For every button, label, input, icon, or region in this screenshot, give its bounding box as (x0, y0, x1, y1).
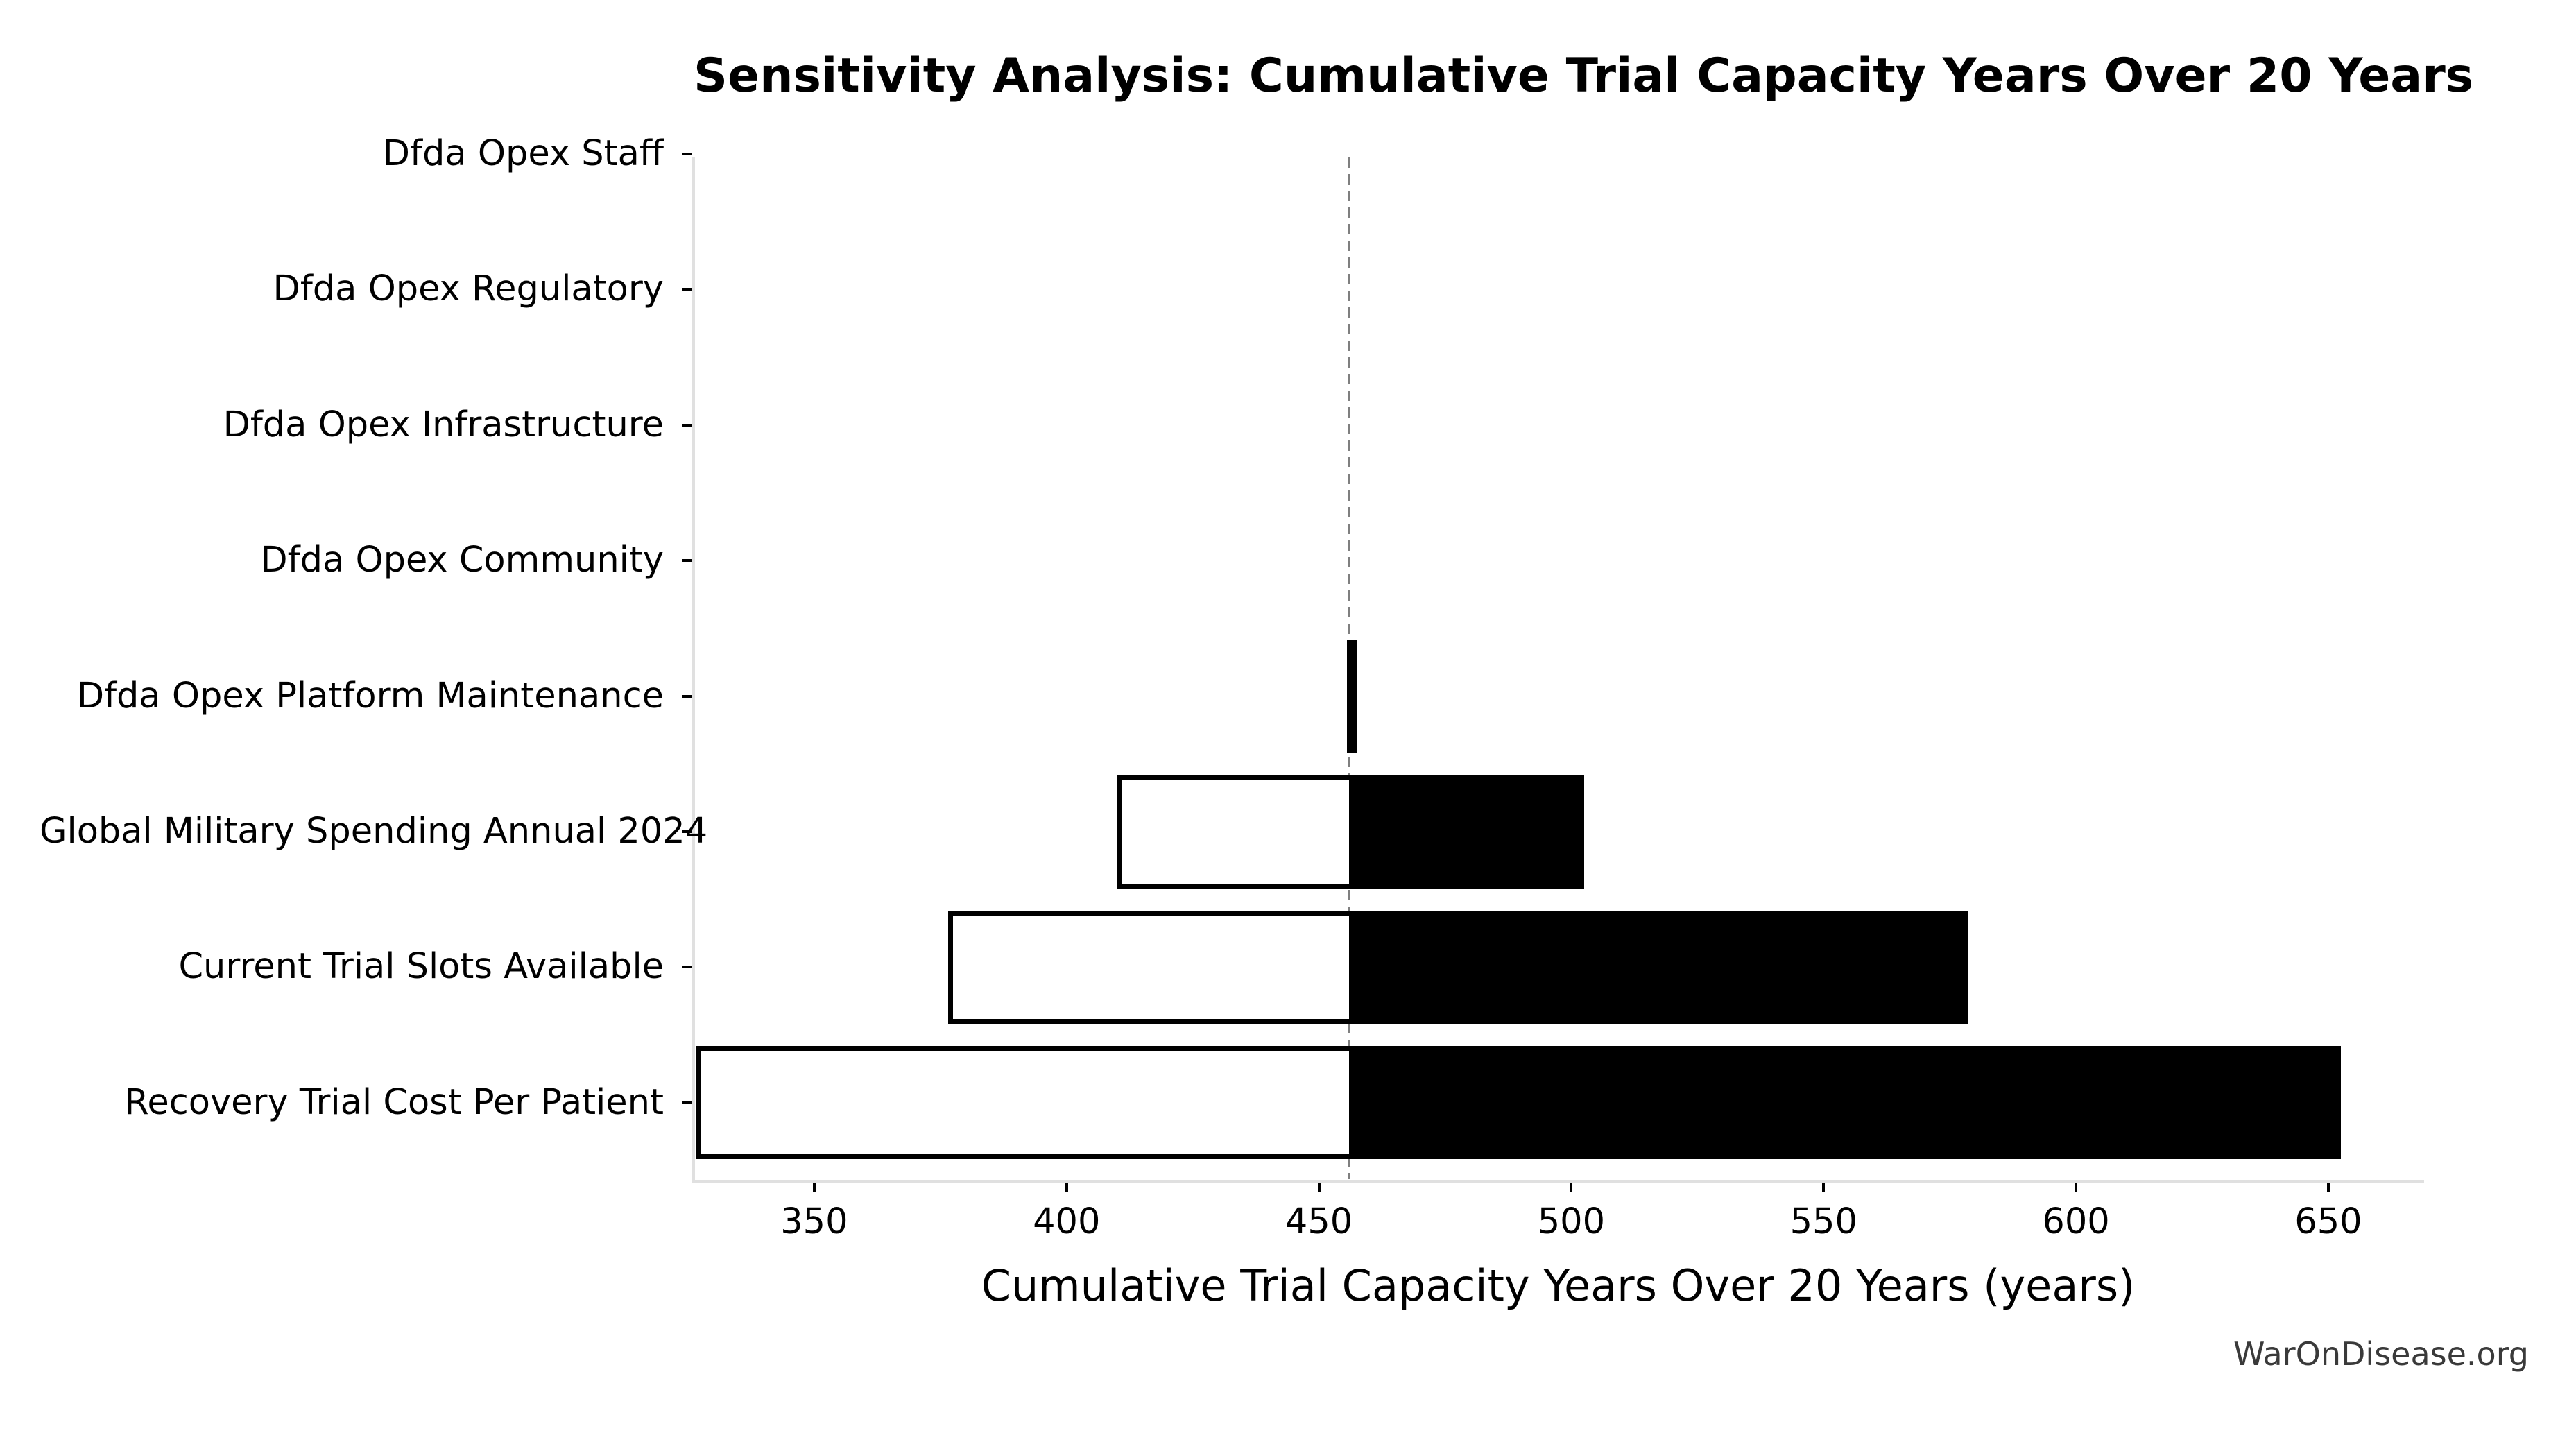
tornado-bar-low-segment (700, 1051, 1350, 1155)
x-tick-label: 550 (1789, 1201, 1857, 1242)
tornado-bar (1346, 640, 1357, 753)
y-tick-mark (682, 153, 692, 155)
x-tick-mark (2075, 1183, 2078, 1192)
x-tick-mark (1317, 1183, 1321, 1192)
tornado-bar-low-segment (1122, 780, 1350, 884)
x-tick-label: 600 (2042, 1201, 2110, 1242)
chart-title: Sensitivity Analysis: Cumulative Trial C… (694, 49, 2474, 103)
tornado-bar-low-segment (952, 915, 1350, 1019)
y-tick-mark (682, 694, 692, 698)
x-tick-label: 450 (1285, 1201, 1353, 1242)
category-label: Dfda Opex Regulatory (273, 268, 664, 310)
y-tick-mark (682, 830, 692, 833)
x-tick-mark (1822, 1183, 1826, 1192)
category-label: Dfda Opex Infrastructure (223, 404, 664, 445)
x-axis-spine (692, 1180, 2424, 1183)
category-label: Dfda Opex Community (260, 540, 664, 581)
x-tick-mark (812, 1183, 816, 1192)
category-label: Global Military Spending Annual 2024 (40, 811, 708, 852)
x-tick-mark (2326, 1183, 2330, 1192)
category-label: Current Trial Slots Available (178, 946, 664, 988)
x-tick-label: 350 (780, 1201, 848, 1242)
y-tick-mark (682, 288, 692, 291)
tornado-bar (695, 1046, 2342, 1160)
y-axis-spine (692, 157, 695, 1181)
tornado-bar (947, 910, 1968, 1024)
x-tick-label: 500 (1537, 1201, 1606, 1242)
y-tick-mark (682, 423, 692, 427)
category-label: Dfda Opex Platform Maintenance (76, 675, 664, 716)
watermark-text: WarOnDisease.org (2233, 1335, 2529, 1373)
x-tick-mark (1570, 1183, 1573, 1192)
x-tick-label: 650 (2294, 1201, 2362, 1242)
x-tick-label: 400 (1033, 1201, 1101, 1242)
x-tick-mark (1065, 1183, 1068, 1192)
category-label: Dfda Opex Staff (382, 133, 664, 174)
x-axis-label: Cumulative Trial Capacity Years Over 20 … (981, 1260, 2136, 1311)
tornado-bar (1117, 775, 1584, 889)
y-tick-mark (682, 1101, 692, 1104)
y-tick-mark (682, 966, 692, 969)
y-tick-mark (682, 559, 692, 563)
category-label: Recovery Trial Cost Per Patient (124, 1081, 664, 1123)
